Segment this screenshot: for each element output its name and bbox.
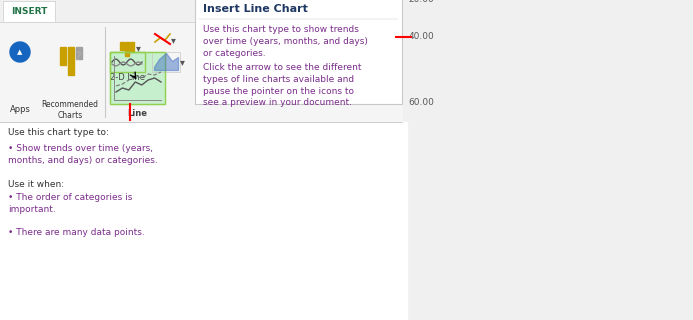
Bar (125, 42, 129, 56)
Bar (0, 0, 693, 22)
Text: ?: ? (74, 51, 82, 63)
Text: • The order of categories is
important.: • The order of categories is important. (8, 193, 132, 214)
Text: Use this chart type to:: Use this chart type to: (8, 128, 109, 137)
Text: 2-D Line: 2-D Line (109, 73, 145, 82)
Text: ▲: ▲ (17, 49, 23, 55)
Text: Use it when:: Use it when: (8, 180, 64, 189)
Text: ▾: ▾ (136, 43, 141, 53)
Text: Click the arrow to see the different
types of line charts available and
pause th: Click the arrow to see the different typ… (203, 63, 362, 108)
Text: • There are many data points.: • There are many data points. (8, 228, 145, 237)
Bar (0, 22, 402, 122)
Text: Apps: Apps (10, 106, 30, 115)
Bar (110, 52, 145, 72)
Circle shape (10, 42, 30, 62)
Bar (76, 47, 82, 59)
Bar (3, 1, 55, 21)
Text: Recommended
Charts: Recommended Charts (42, 100, 98, 120)
Bar (68, 47, 74, 75)
Bar (60, 47, 66, 65)
Text: • Show trends over time (years,
months, and days) or categories.: • Show trends over time (years, months, … (8, 144, 158, 165)
Bar (152, 52, 180, 72)
Text: 60.00: 60.00 (408, 98, 434, 107)
Bar (195, 0, 402, 104)
Text: ▾: ▾ (179, 57, 184, 67)
Text: INSERT: INSERT (11, 6, 47, 15)
Text: Insert Line Chart: Insert Line Chart (203, 4, 308, 14)
Bar (152, 52, 180, 72)
Bar (0, 122, 407, 320)
Text: Use this chart type to show trends
over time (years, months, and days)
or catego: Use this chart type to show trends over … (203, 25, 368, 58)
Bar (120, 42, 124, 50)
Bar (110, 52, 165, 104)
Text: 40.00: 40.00 (408, 32, 434, 42)
Text: 20.00: 20.00 (408, 0, 434, 4)
Bar (110, 52, 165, 104)
Text: ▾: ▾ (170, 35, 175, 45)
Bar (130, 42, 134, 52)
Title: Price: Price (516, 0, 559, 18)
Bar (195, 0, 402, 104)
Text: Line: Line (128, 109, 148, 118)
Bar (110, 52, 145, 72)
